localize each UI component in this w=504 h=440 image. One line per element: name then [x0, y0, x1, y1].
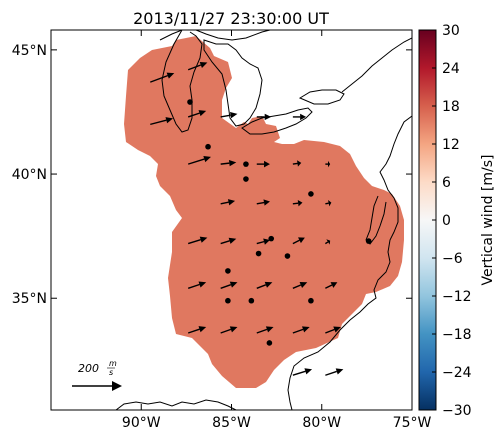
reference-arrow-unit-num: m: [109, 359, 117, 368]
lat-tick-label: 45°N: [12, 43, 47, 59]
station-dot: [243, 176, 249, 182]
station-dot: [187, 99, 193, 105]
lake-ontario-outline: [298, 89, 345, 105]
wind-arrow: [187, 62, 208, 71]
lat-tick-label: 40°N: [12, 167, 47, 183]
reference-arrow-number: 200: [78, 362, 99, 375]
station-dot: [248, 297, 255, 304]
wind-arrow: [256, 113, 272, 121]
wind-arrow: [292, 368, 313, 376]
station-dot: [308, 297, 314, 304]
lon-tick-label: 90°W: [122, 415, 161, 431]
wind-arrow: [256, 326, 274, 334]
station-dot: [266, 340, 273, 346]
colorbar-label: Vertical wind [m/s]: [480, 155, 496, 286]
colorbar-ticks: 30 24 18 12 6 0 −6 −12 −18 −24 −30: [432, 23, 472, 419]
lon-tick-label: 80°W: [302, 415, 341, 431]
wind-arrow: [187, 236, 208, 245]
wind-arrow: [187, 281, 207, 289]
station-dot: [284, 253, 291, 259]
wind-arrow: [220, 326, 238, 334]
wind-arrow: [292, 282, 308, 289]
station-dot: [225, 297, 231, 304]
wind-arrow: [220, 159, 237, 167]
wind-arrow: [150, 117, 174, 126]
colorbar-tick-label: 6: [442, 175, 451, 191]
map-axis-ticks: 90°W 85°W 80°W 75°W 35°N 40°N 45°N: [12, 30, 432, 431]
wind-arrow: [220, 112, 238, 119]
wind-arrow: [256, 199, 270, 206]
plot-title: 2013/11/27 23:30:00 UT: [133, 9, 329, 28]
wind-arrow: [292, 237, 305, 245]
station-dot: [255, 250, 262, 257]
wind-arrow: [325, 326, 341, 334]
wind-arrow: [187, 110, 207, 118]
wind-vectors: [150, 62, 344, 376]
wind-arrow: [292, 160, 302, 167]
station-dot: [365, 238, 372, 244]
wind-arrow: [187, 326, 207, 334]
station-dot: [308, 191, 314, 197]
colorbar-tick-label: −12: [442, 289, 472, 305]
wind-arrow: [325, 368, 344, 376]
lake-michigan-outline: [161, 30, 203, 133]
wind-arrow: [292, 113, 307, 121]
vertical-wind-field: [124, 36, 404, 388]
colorbar-tick-label: −24: [442, 365, 472, 381]
station-dot: [205, 143, 211, 150]
colorbar-tick-label: −18: [442, 327, 472, 343]
wind-arrow: [325, 200, 332, 207]
gulf-coastline: [115, 399, 237, 410]
lon-tick-label: 75°W: [393, 415, 432, 431]
wind-arrow: [150, 72, 175, 83]
colorbar-tick-label: −30: [442, 403, 472, 419]
station-dot: [225, 268, 231, 274]
wind-arrow: [256, 281, 273, 289]
colorbar-tick-label: −6: [442, 251, 463, 267]
reference-arrow-key: 200 m s: [72, 359, 122, 391]
colorbar-tick-label: 12: [442, 137, 460, 153]
wind-arrow: [325, 160, 331, 168]
wind-arrow: [292, 200, 303, 207]
wind-arrow: [325, 282, 338, 289]
wind-arrow: [292, 326, 310, 334]
wind-arrow: [220, 281, 238, 289]
reference-arrow-label: 200: [78, 362, 99, 375]
wind-arrow: [324, 239, 331, 245]
st-lawrence-shore: [341, 37, 412, 93]
wind-arrow: [220, 237, 237, 245]
wind-arrow: [256, 160, 270, 168]
reference-arrow-head: [112, 381, 122, 391]
wind-arrow: [187, 155, 211, 165]
station-dot: [243, 161, 249, 167]
colorbar-tick-label: 24: [442, 61, 460, 77]
atlantic-coastline: [287, 115, 412, 410]
reference-arrow-unit-den: s: [109, 368, 113, 377]
wind-arrow: [256, 238, 270, 245]
station-markers: [187, 99, 372, 346]
lake-huron-outline: [203, 39, 263, 127]
colorbar-tick-label: 18: [442, 99, 460, 115]
wind-arrow: [220, 199, 236, 206]
lon-tick-label: 85°W: [212, 415, 251, 431]
colorbar-tick-label: 0: [442, 213, 451, 229]
lat-tick-label: 35°N: [12, 291, 47, 307]
lake-superior-shore: [159, 30, 271, 41]
colorbar-tick-label: 30: [442, 23, 460, 39]
